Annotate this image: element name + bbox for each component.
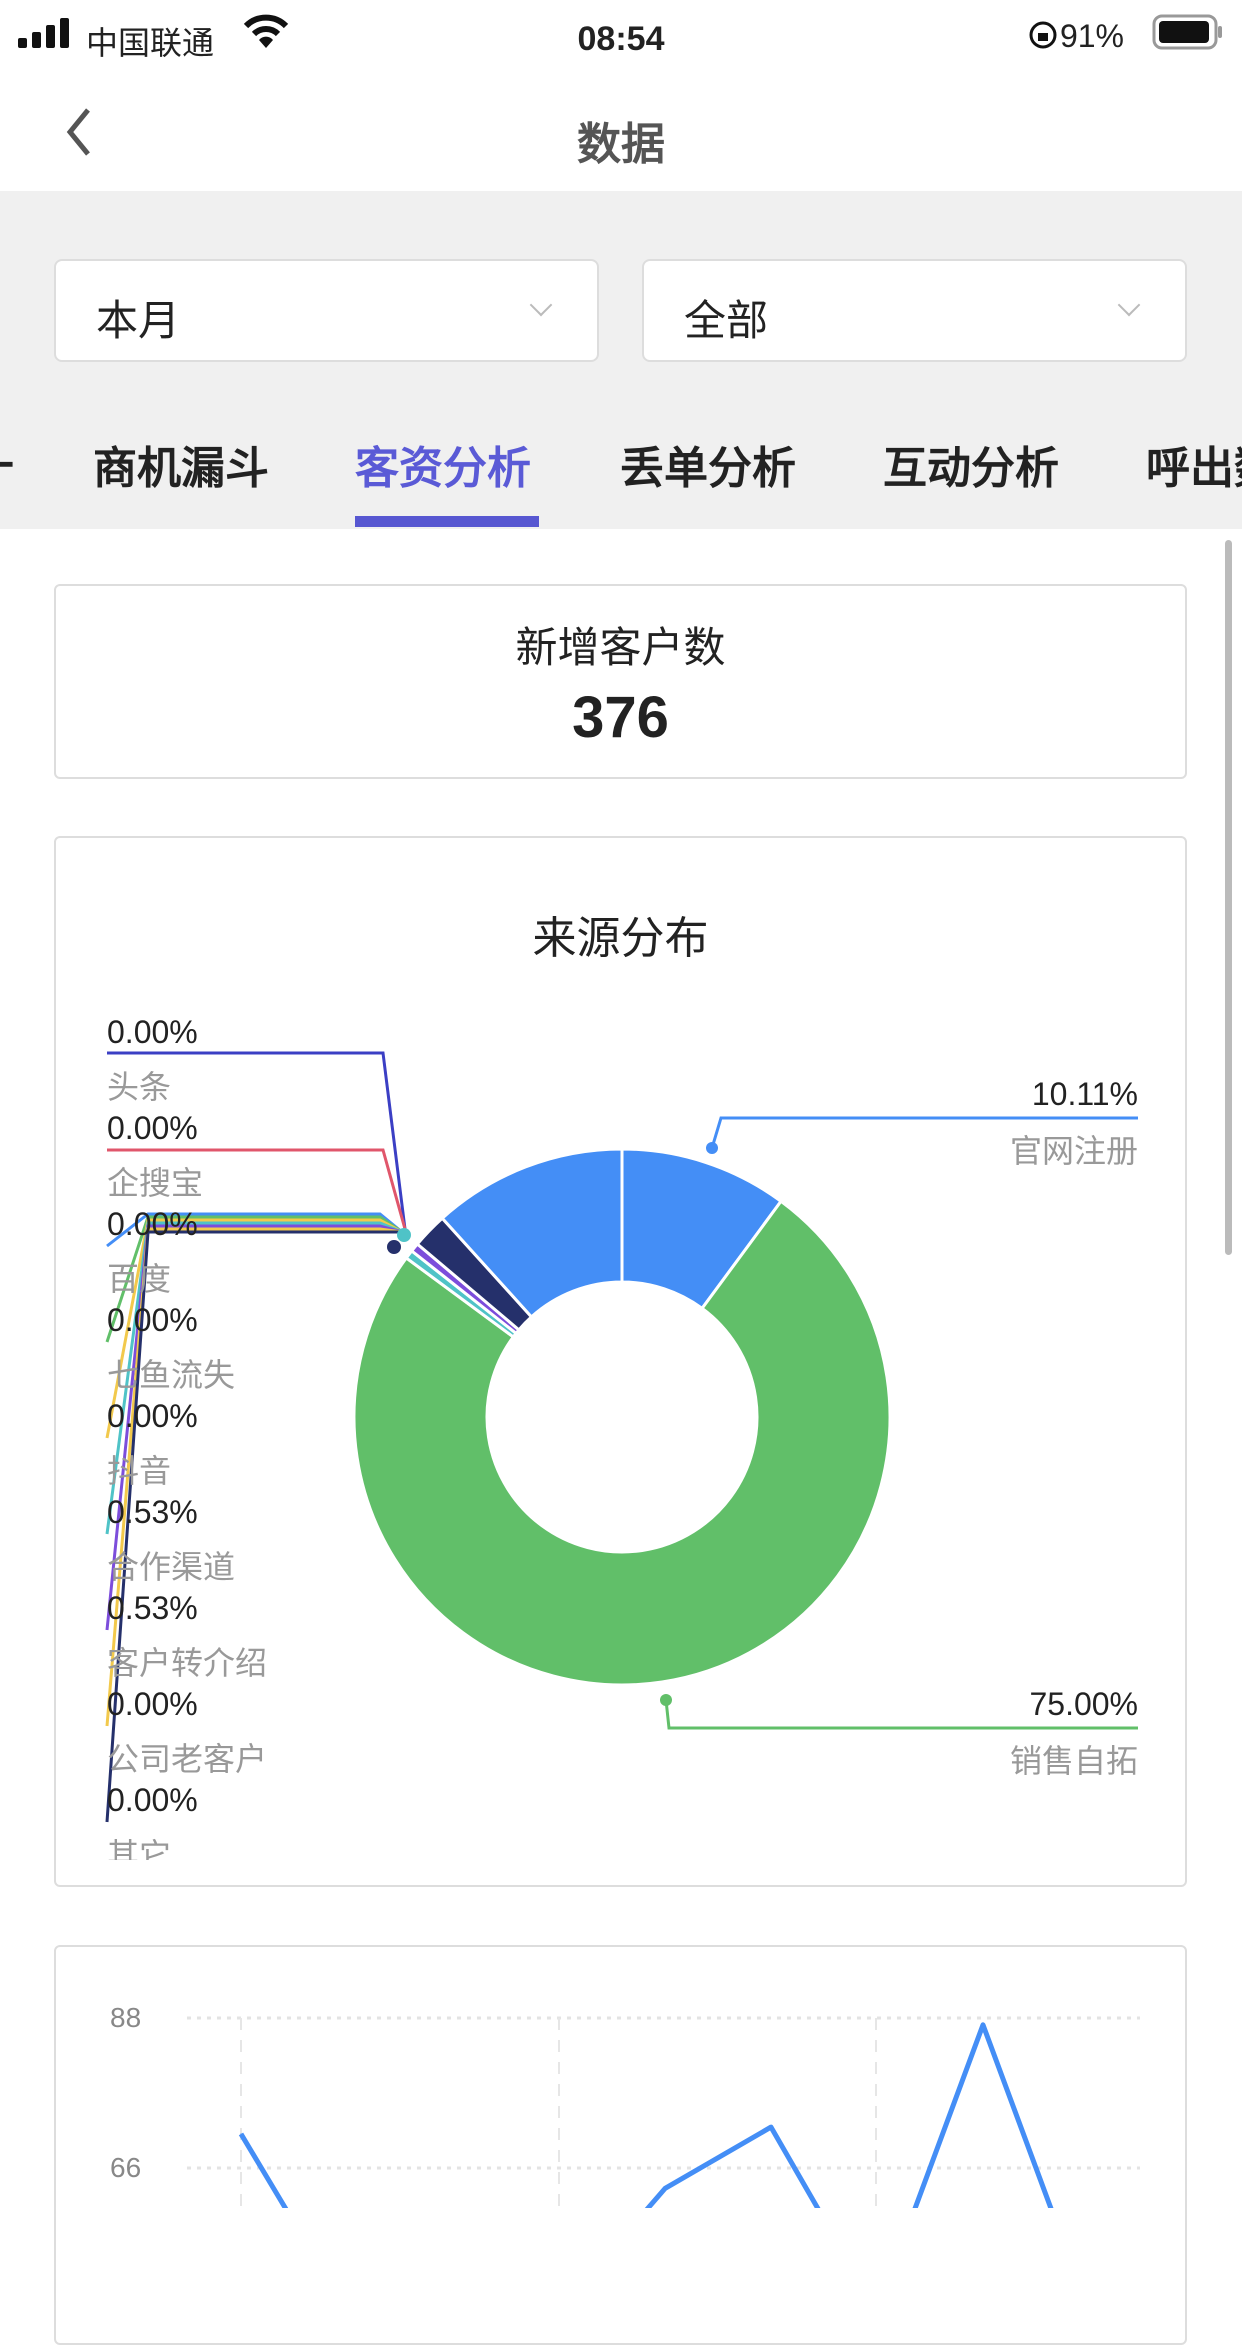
data-point: [982, 2024, 984, 2026]
slice-pct-label: 0.00%: [107, 1398, 198, 1434]
slice-pct-label: 0.00%: [107, 1206, 198, 1242]
data-point: [240, 2133, 242, 2135]
scope-select[interactable]: 全部: [642, 259, 1187, 362]
slice-name-label: 百度: [107, 1261, 172, 1297]
battery-percent: 91%: [1059, 18, 1124, 54]
donut-slice-12: [440, 1147, 624, 1319]
wifi-icon: [243, 14, 289, 48]
y-tick-66: 66: [110, 2152, 142, 2183]
battery-icon: [1152, 14, 1222, 50]
leader-line: [710, 1116, 1138, 1149]
leader-line: [107, 1148, 407, 1230]
tab-interaction-analysis[interactable]: 互动分析: [883, 444, 1059, 493]
slice-name-label: 合作渠道: [107, 1549, 236, 1585]
leader-line: [664, 1699, 1138, 1730]
leader-dot: [660, 1694, 672, 1706]
tab-lead-analysis[interactable]: 客资分析: [355, 444, 531, 493]
back-button[interactable]: [62, 106, 96, 158]
leader-dot: [397, 1228, 411, 1242]
chart-title: 来源分布: [532, 914, 709, 963]
slice-name-label: 其它: [107, 1837, 172, 1860]
summary-card: 新增客户数 376: [54, 584, 1187, 779]
series-line: [238, 2022, 1054, 2208]
data-point: [664, 2187, 666, 2189]
slice-name-label: 企搜宝: [107, 1165, 204, 1201]
leader-dot: [387, 1240, 401, 1254]
carrier-name: 中国联通: [86, 25, 215, 61]
status-bar: 中国联通 08:54 91%: [0, 0, 1242, 88]
clock: 08:54: [577, 20, 665, 58]
rotation-lock-icon: [1029, 21, 1057, 49]
tab-outbound[interactable]: 呼出数: [1146, 444, 1242, 493]
filter-band: 本月 全部 十 商机漏斗 客资分析 丢单分析 互动分析 呼出数: [0, 191, 1242, 529]
period-select[interactable]: 本月: [54, 259, 599, 362]
slice-name-label: 头条: [107, 1069, 172, 1105]
summary-value: 376: [572, 685, 669, 750]
slice-pct-label: 0.00%: [107, 1014, 198, 1050]
tab-funnel[interactable]: 商机漏斗: [93, 444, 269, 493]
slice-pct-label: 10.11%: [1031, 1076, 1138, 1112]
period-value: 本月: [96, 297, 181, 344]
leader-dot: [706, 1142, 718, 1154]
slice-pct-label: 0.00%: [107, 1302, 198, 1338]
slice-pct-label: 0.00%: [107, 1110, 198, 1146]
slice-pct-label: 0.00%: [107, 1782, 198, 1818]
slice-pct-label: 0.53%: [107, 1494, 198, 1530]
leader-line: [105, 1230, 402, 1823]
scope-value: 全部: [684, 297, 769, 344]
slice-pct-label: 0.53%: [107, 1590, 198, 1626]
source-chart-card: 来源分布: [54, 836, 1187, 1887]
summary-label: 新增客户数: [515, 624, 726, 671]
scrollbar[interactable]: [1225, 540, 1232, 1255]
slice-name-label: 客户转介绍: [107, 1645, 268, 1681]
donut-slice-1: [352, 1199, 892, 1687]
tab-lost-analysis[interactable]: 丢单分析: [620, 444, 796, 493]
slice-pct-label: 75.00%: [1029, 1686, 1138, 1722]
slice-name-label: 公司老客户: [107, 1741, 268, 1777]
slice-name-label: 官网注册: [1009, 1133, 1138, 1169]
slice-name-label: 七鱼流失: [107, 1357, 236, 1393]
leader-line: [107, 1051, 407, 1230]
source-donut-chart: [105, 1051, 1138, 1823]
active-tab-indicator: [355, 516, 539, 527]
signal-icon: [18, 18, 69, 48]
page-title: 数据: [577, 120, 665, 169]
tab-partial[interactable]: 十: [0, 432, 14, 496]
data-point: [770, 2126, 772, 2128]
slice-pct-label: 0.00%: [107, 1686, 198, 1722]
slice-name-label: 销售自拓: [1009, 1743, 1138, 1779]
slice-name-label: 抖音: [107, 1453, 172, 1489]
trend-line-chart: [187, 2016, 1140, 2208]
y-tick-88: 88: [110, 2002, 142, 2033]
nav-bar: 数据: [0, 88, 1242, 191]
